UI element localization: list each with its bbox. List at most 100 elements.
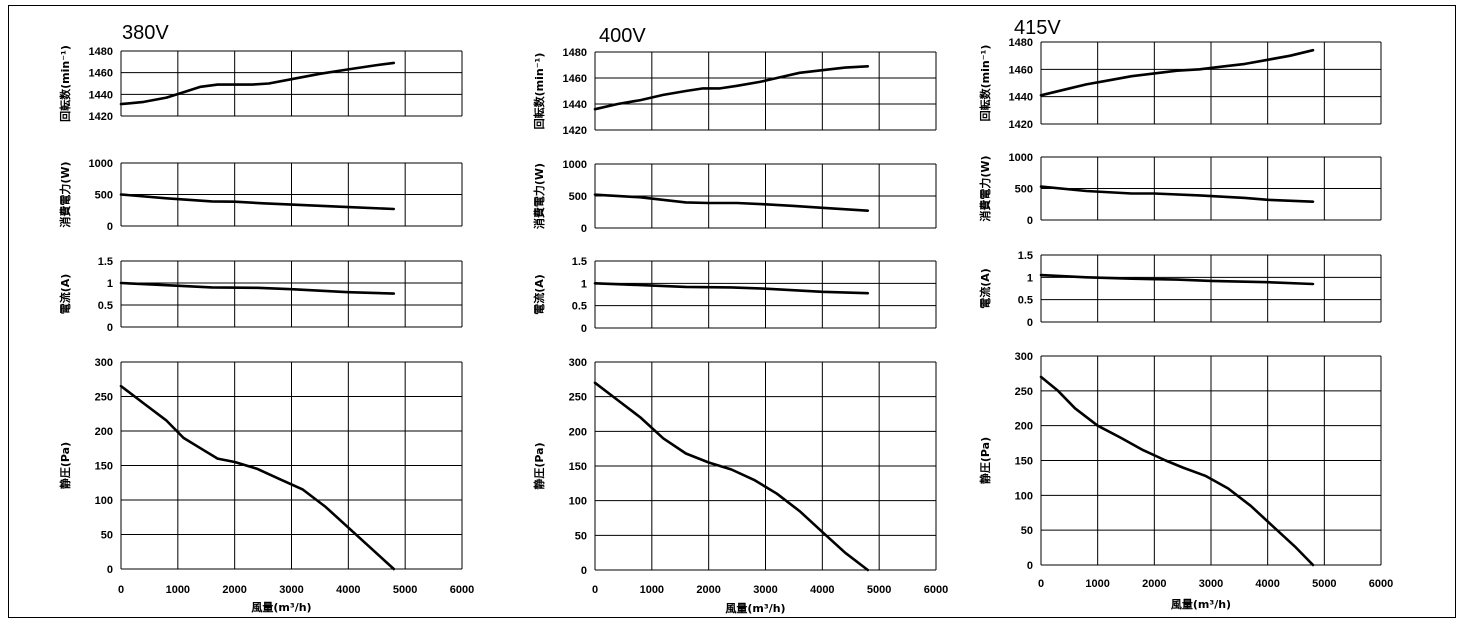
- y-tick-label: 150: [569, 461, 587, 473]
- chart-title: 415V: [1014, 17, 1061, 39]
- y-tick-label: 1: [581, 278, 587, 290]
- x-tick-label: 3000: [279, 584, 303, 596]
- y-tick-label: 250: [569, 392, 587, 404]
- x-tick-label: 4000: [810, 584, 834, 596]
- y-tick-label: 1480: [1009, 37, 1033, 49]
- y-tick-label: 100: [569, 496, 587, 508]
- y-tick-label: 100: [1015, 490, 1033, 502]
- y-axis-label: 消費電力(W): [58, 161, 72, 227]
- y-tick-label: 1: [1027, 272, 1033, 284]
- y-axis-label: 消費電力(W): [978, 155, 992, 221]
- series-line-current: [1039, 273, 1315, 286]
- series-line-pressure: [1039, 375, 1315, 567]
- panel-current: 0 0.5 1 1.5 電流(A): [532, 256, 937, 335]
- y-tick-label: 0.5: [98, 300, 113, 312]
- y-tick-label: 150: [95, 461, 113, 473]
- y-tick-label: 1440: [89, 89, 113, 101]
- x-tick-label: 1000: [1085, 578, 1109, 590]
- chart-title: 400V: [599, 25, 646, 47]
- x-tick-label: 4000: [1255, 578, 1279, 590]
- panel-power: 0 500 1000 消費電力(W): [978, 152, 1382, 227]
- y-tick-label: 200: [95, 426, 113, 438]
- y-tick-label: 1000: [1009, 152, 1033, 164]
- chart-2: 415V1420144014601480回転数(min⁻¹)05001000消費…: [978, 17, 1393, 611]
- y-tick-label: 0: [107, 564, 113, 576]
- x-tick-label: 5000: [1312, 578, 1336, 590]
- y-tick-label: 1460: [1009, 64, 1033, 76]
- y-axis-label: 静圧(Pa): [978, 437, 992, 484]
- panel-current: 0 0.5 1 1.5 電流(A): [978, 250, 1382, 329]
- y-tick-label: 1440: [1009, 92, 1033, 104]
- panel-pressure: 0 50 100 150 200 250 300 静圧(Pa): [532, 357, 937, 577]
- panel-rpm: 1420 1440 1460 1480 回転数(min⁻¹): [978, 37, 1382, 131]
- y-tick-label: 300: [1015, 351, 1033, 363]
- y-tick-label: 1440: [563, 99, 587, 111]
- y-tick-label: 300: [569, 357, 587, 369]
- y-axis-label: 回転数(min⁻¹): [58, 45, 72, 122]
- y-tick-label: 1480: [563, 47, 587, 59]
- panel-pressure: 0 50 100 150 200 250 300 静圧(Pa): [58, 357, 463, 576]
- panel-power: 0 500 1000 消費電力(W): [58, 158, 463, 233]
- y-tick-label: 0: [581, 323, 587, 335]
- x-tick-label: 1000: [166, 584, 190, 596]
- series-line-current: [119, 281, 396, 295]
- panel-power: 0 500 1000 消費電力(W): [532, 159, 937, 235]
- y-tick-label: 1.5: [572, 256, 587, 268]
- y-tick-label: 300: [95, 357, 113, 369]
- y-axis-label: 電流(A): [978, 268, 992, 309]
- series-line-rpm: [593, 65, 870, 111]
- y-axis-label: 静圧(Pa): [532, 442, 546, 489]
- series-line-rpm: [119, 61, 396, 106]
- y-tick-label: 1.5: [98, 256, 113, 268]
- series-line-rpm: [1039, 48, 1315, 97]
- y-tick-label: 250: [1015, 386, 1033, 398]
- y-tick-label: 0: [1027, 560, 1033, 572]
- y-tick-label: 250: [95, 392, 113, 404]
- y-tick-label: 1420: [89, 111, 113, 123]
- y-axis-label: 回転数(min⁻¹): [978, 45, 992, 122]
- y-tick-label: 50: [575, 530, 587, 542]
- y-tick-label: 1420: [563, 125, 587, 137]
- series-line-power: [593, 193, 870, 212]
- y-tick-label: 1480: [89, 46, 113, 58]
- y-tick-label: 1: [107, 278, 113, 290]
- y-tick-label: 0.5: [1018, 295, 1033, 307]
- panel-current: 0 0.5 1 1.5 電流(A): [58, 256, 463, 334]
- y-axis-label: 電流(A): [58, 274, 72, 315]
- series-line-pressure: [593, 381, 870, 572]
- chart-1: 400V1420144014601480回転数(min⁻¹)05001000消費…: [532, 25, 948, 615]
- x-axis-label: 風量(m³/h): [725, 602, 785, 615]
- y-tick-label: 0: [1027, 317, 1033, 329]
- y-axis-label: 電流(A): [532, 274, 546, 315]
- y-axis-label: 消費電力(W): [532, 163, 546, 229]
- x-axis-label: 風量(m³/h): [1171, 598, 1231, 611]
- x-tick-label: 6000: [450, 584, 474, 596]
- x-tick-label: 3000: [1199, 578, 1223, 590]
- y-tick-label: 1460: [563, 73, 587, 85]
- y-tick-label: 1460: [89, 68, 113, 80]
- chart-title: 380V: [122, 22, 169, 44]
- x-tick-label: 2000: [696, 584, 720, 596]
- y-tick-label: 1000: [89, 158, 113, 170]
- panel-pressure: 0 50 100 150 200 250 300 静圧(Pa): [978, 351, 1382, 572]
- x-tick-label: 4000: [336, 584, 360, 596]
- x-tick-label: 3000: [753, 584, 777, 596]
- y-tick-label: 1.5: [1018, 250, 1033, 262]
- x-tick-label: 1000: [640, 584, 664, 596]
- x-axis-label: 風量(m³/h): [251, 601, 311, 614]
- y-tick-label: 0: [581, 223, 587, 235]
- x-tick-label: 0: [118, 584, 124, 596]
- x-tick-label: 0: [1038, 578, 1044, 590]
- y-tick-label: 200: [569, 426, 587, 438]
- panel-rpm: 1420 1440 1460 1480 回転数(min⁻¹): [58, 45, 463, 123]
- x-tick-label: 5000: [867, 584, 891, 596]
- series-line-current: [593, 282, 870, 295]
- y-tick-label: 150: [1015, 456, 1033, 468]
- y-axis-label: 回転数(min⁻¹): [532, 53, 546, 130]
- y-tick-label: 0: [581, 565, 587, 577]
- y-tick-label: 50: [1021, 525, 1033, 537]
- y-tick-label: 0: [1027, 215, 1033, 227]
- y-tick-label: 1420: [1009, 119, 1033, 131]
- y-axis-label: 静圧(Pa): [58, 442, 72, 489]
